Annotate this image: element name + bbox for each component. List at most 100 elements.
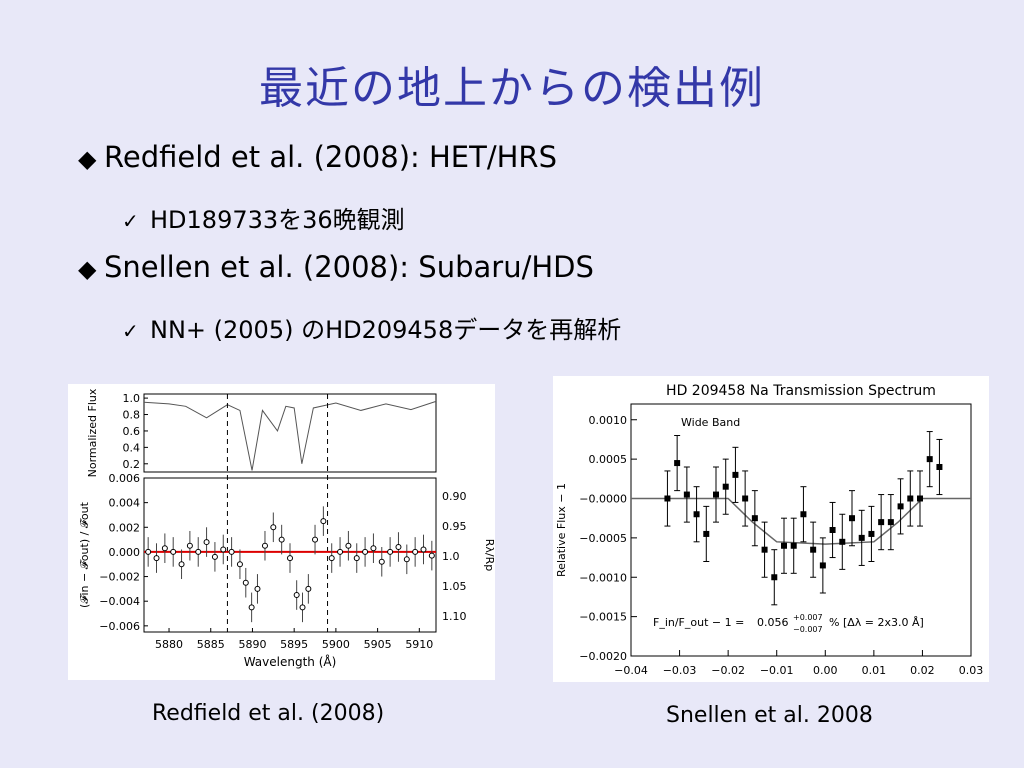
data-point: [293, 592, 300, 599]
data-point: [897, 503, 904, 510]
bottom-y-tick-label: −0.006: [99, 620, 140, 633]
data-point: [153, 555, 160, 562]
data-point: [186, 542, 193, 549]
bottom-y-axis-label: (𝓕in − 𝓕out) / 𝓕out: [78, 501, 91, 608]
data-point: [732, 471, 739, 478]
subbullet-hd209458: ✓ NN+ (2005) のHD209458データを再解析: [122, 310, 621, 345]
data-point: [722, 483, 729, 490]
data-point: [428, 552, 435, 559]
data-point: [228, 548, 235, 555]
x-tick-label: 0.03: [959, 664, 984, 677]
top-y-tick-label: 0.4: [123, 441, 141, 454]
data-point: [278, 536, 285, 543]
x-tick-label: −0.04: [614, 664, 648, 677]
data-point: [170, 548, 177, 555]
data-point: [664, 495, 671, 502]
top-y-tick-label: 0.6: [123, 425, 141, 438]
snellen-figure: HD 209458 Na Transmission Spectrum 0.0010…: [553, 376, 989, 682]
data-point: [287, 555, 293, 562]
formula-err-down: −0.007: [793, 625, 823, 634]
y-tick-label: 0.0005: [589, 453, 628, 466]
wide-band-label: Wide Band: [681, 416, 740, 429]
subbullet-text: NN+ (2005) のHD209458データを再解析: [150, 316, 622, 344]
x-tick-label: 5900: [322, 638, 350, 651]
bottom-panel-frame: [143, 477, 437, 633]
bullet-snellen: ◆ Snellen et al. (2008): Subaru/HDS: [78, 250, 594, 284]
flux-spectrum-line: [143, 400, 437, 471]
x-tick-label: −0.01: [760, 664, 794, 677]
data-point: [907, 495, 914, 502]
data-point: [858, 534, 865, 541]
y-tick-label: 0.0010: [589, 414, 628, 427]
bottom-y-tick-label: −0.002: [99, 571, 140, 584]
data-point: [761, 546, 768, 553]
x-tick-label: 0.00: [813, 664, 838, 677]
bottom-y-tick-label: 0.004: [109, 497, 141, 510]
data-point: [887, 519, 894, 526]
x-tick-label: −0.03: [663, 664, 697, 677]
formula-rest: % [Δλ = 2x3.0 Å]: [829, 616, 924, 629]
y-tick-label: −0.0005: [579, 532, 627, 545]
top-y-axis-label: Normalized Flux: [86, 388, 99, 477]
right-y-tick-label: 1.10: [442, 610, 467, 623]
data-point: [299, 604, 306, 611]
x-tick-label: 0.02: [910, 664, 935, 677]
x-tick-label: 5910: [405, 638, 433, 651]
data-point: [178, 561, 185, 568]
snellen-chart: HD 209458 Na Transmission Spectrum 0.0010…: [555, 383, 984, 677]
data-point: [395, 543, 402, 550]
data-point: [254, 585, 261, 592]
data-point: [387, 548, 394, 555]
bullet-redfield: ◆ Redfield et al. (2008): HET/HRS: [78, 140, 557, 174]
diamond-bullet-icon: ◆: [78, 255, 97, 283]
data-point: [270, 524, 277, 531]
data-point: [312, 536, 319, 543]
formula-value: 0.056: [757, 616, 789, 629]
data-point: [936, 464, 943, 470]
redfield-figure: 1.0 0.8 0.6 0.4 0.2 Normalized Flux 0.006 0.004…: [68, 384, 496, 680]
y-tick-label: −0.0015: [579, 611, 627, 624]
y-tick-label: −0.0020: [579, 650, 627, 663]
data-point: [345, 542, 352, 549]
x-tick-label: 5895: [280, 638, 308, 651]
x-tick-label: 5880: [155, 638, 183, 651]
data-point: [203, 539, 210, 546]
x-tick-label: 5890: [238, 638, 266, 651]
data-point: [242, 579, 249, 586]
bottom-y-tick-label: 0.006: [109, 472, 141, 485]
plot-frame: [630, 403, 972, 657]
bottom-y-tick-label: −0.004: [99, 595, 140, 608]
data-point: [683, 491, 690, 498]
data-point: [353, 555, 360, 562]
x-tick-label: 0.01: [862, 664, 887, 677]
data-point: [161, 545, 168, 552]
model-curve: [631, 497, 971, 545]
data-point: [403, 556, 410, 563]
data-point: [378, 558, 385, 565]
data-point: [781, 542, 787, 549]
data-point: [370, 545, 377, 552]
diamond-bullet-icon: ◆: [78, 145, 97, 173]
y-axis-label: Relative Flux − 1: [555, 483, 568, 577]
right-y-tick-label: 0.90: [442, 490, 467, 503]
bottom-y-tick-label: 0.000: [109, 546, 141, 559]
x-tick-label: 5885: [197, 638, 225, 651]
data-point: [145, 548, 152, 555]
data-point: [693, 511, 700, 518]
data-point: [839, 538, 846, 545]
x-tick-label: 5905: [364, 638, 392, 651]
data-point: [220, 546, 227, 553]
data-point: [328, 555, 335, 562]
formula-lhs: F_in/F_out − 1 =: [653, 616, 744, 629]
data-point: [819, 562, 826, 569]
data-point: [211, 553, 218, 560]
slide-title: 最近の地上からの検出例: [259, 63, 765, 114]
top-y-tick-label: 0.8: [123, 409, 141, 422]
data-point: [771, 574, 778, 581]
data-point: [868, 530, 875, 537]
data-point: [713, 491, 719, 498]
data-point: [320, 518, 327, 525]
top-y-tick-label: 1.0: [123, 392, 141, 405]
formula-err-up: +0.007: [793, 613, 823, 622]
data-point: [412, 548, 419, 555]
